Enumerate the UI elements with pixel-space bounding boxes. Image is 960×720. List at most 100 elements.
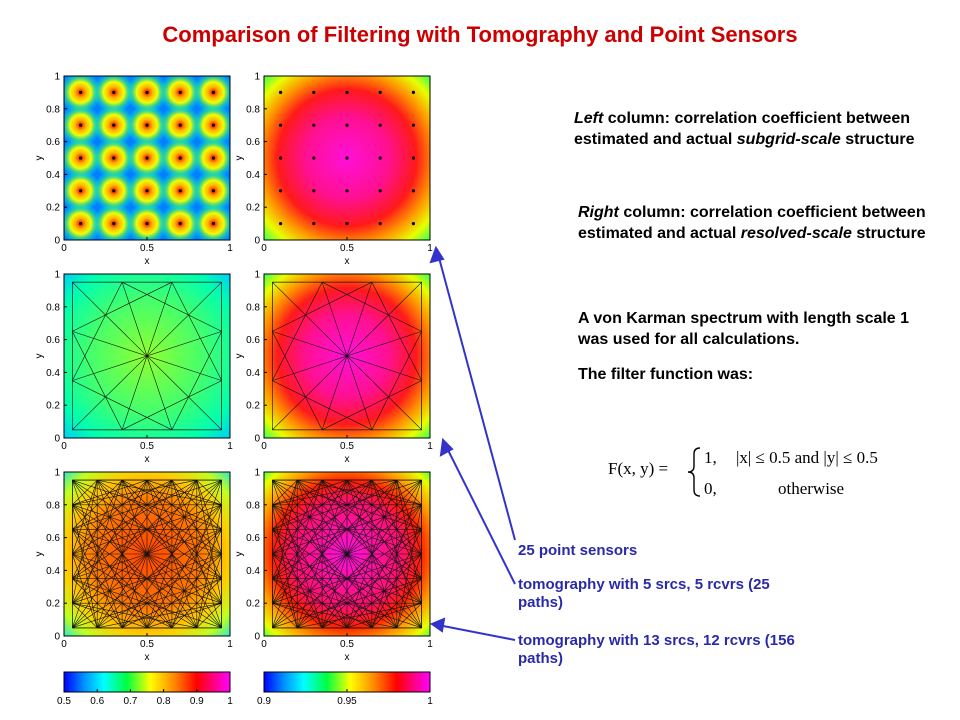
filter-intro: The filter function was: bbox=[578, 366, 754, 383]
sensor-blob bbox=[92, 202, 135, 240]
ray-path bbox=[72, 602, 197, 629]
right-em: Right bbox=[578, 204, 619, 221]
y-axis-label: y bbox=[34, 552, 45, 557]
ray-path bbox=[96, 479, 222, 604]
ray-path bbox=[272, 480, 348, 604]
sensor-blob bbox=[192, 104, 230, 147]
colorbar-tick-label: 0.7 bbox=[123, 696, 137, 707]
sensor-point bbox=[112, 189, 116, 193]
ray-path bbox=[72, 504, 198, 629]
right-text-1: column: correlation coefficient between … bbox=[578, 204, 926, 242]
y-tick-label: 0 bbox=[254, 434, 260, 445]
sensor-point bbox=[211, 189, 215, 193]
y-tick-label: 0.2 bbox=[46, 599, 60, 610]
x-tick-label: 0.5 bbox=[340, 639, 354, 650]
y-tick-label: 0.2 bbox=[46, 401, 60, 412]
legend-point-sensors: 25 point sensors bbox=[518, 542, 638, 559]
x-axis-label: x bbox=[145, 454, 150, 465]
sensor-point bbox=[345, 90, 349, 94]
right-column-note: Right column: correlation coefficient be… bbox=[578, 202, 938, 244]
y-tick-label: 0.6 bbox=[246, 335, 260, 346]
sensor-point bbox=[312, 156, 316, 160]
y-tick-label: 0.2 bbox=[246, 203, 260, 214]
sensor-blob bbox=[192, 137, 230, 179]
ray-path bbox=[272, 480, 298, 604]
y-tick-label: 0.8 bbox=[246, 500, 260, 511]
y-tick-label: 1 bbox=[54, 468, 60, 479]
sensor-point bbox=[378, 90, 382, 94]
formula-case2-value: 0, bbox=[704, 479, 717, 498]
ray-path bbox=[272, 553, 397, 629]
ray-path bbox=[72, 479, 198, 604]
von-karman-note: A von Karman spectrum with length scale … bbox=[578, 310, 910, 348]
ray-path bbox=[321, 281, 422, 332]
ray-path bbox=[272, 479, 373, 579]
ray-path bbox=[72, 553, 197, 629]
sensor-point bbox=[378, 222, 382, 226]
x-tick-label: 0 bbox=[61, 243, 67, 254]
panel-r2-left: 0 0.5 1 0 0.2 0.4 0.6 0.8 1 x y bbox=[34, 270, 233, 466]
arrow-point-sensors-head bbox=[429, 245, 445, 264]
ray-path bbox=[72, 479, 173, 579]
ray-path bbox=[72, 331, 222, 381]
sensor-blob bbox=[64, 76, 102, 114]
y-tick-label: 0.6 bbox=[246, 533, 260, 544]
sensor-point bbox=[145, 189, 149, 193]
sensor-point bbox=[79, 156, 83, 160]
sensor-point bbox=[279, 123, 283, 127]
ray-path bbox=[272, 479, 298, 506]
sensor-blob bbox=[159, 202, 202, 240]
ray-path bbox=[272, 480, 298, 555]
formula-lhs: F(x, y) = bbox=[608, 459, 668, 478]
colorbar-right: 0.9 0.95 1 bbox=[257, 671, 433, 707]
y-tick-label: 0.4 bbox=[246, 170, 260, 181]
ray-path bbox=[272, 602, 298, 629]
y-tick-label: 0 bbox=[54, 632, 60, 643]
sensor-point bbox=[178, 123, 182, 127]
panel-r1-right: 0 0.5 1 0 0.2 0.4 0.6 0.8 1 x y bbox=[234, 72, 433, 268]
sensor-point bbox=[145, 123, 149, 127]
ray-path bbox=[121, 380, 222, 431]
page-title: Comparison of Filtering with Tomography … bbox=[162, 22, 798, 47]
legend-tomo-156: tomography with 13 srcs, 12 rcvrs (156 p… bbox=[518, 632, 795, 667]
sensor-point bbox=[279, 222, 283, 226]
x-axis-label: x bbox=[345, 652, 350, 663]
colorbar-tick-label: 0.9 bbox=[257, 696, 271, 707]
sensor-point bbox=[145, 90, 149, 94]
colorbar-tick-label: 0.95 bbox=[337, 696, 357, 707]
sensor-point bbox=[345, 189, 349, 193]
ray-path bbox=[321, 380, 422, 431]
colorbar-tick-label: 1 bbox=[427, 696, 433, 707]
y-tick-label: 0.8 bbox=[246, 104, 260, 115]
sensor-point bbox=[211, 90, 215, 94]
ray-path bbox=[272, 602, 397, 629]
y-tick-label: 0.6 bbox=[46, 533, 60, 544]
x-axis-label: x bbox=[345, 256, 350, 267]
legend-arrows bbox=[429, 245, 516, 641]
panel-r1-left: 0 0.5 1 0 0.2 0.4 0.6 0.8 1 x y bbox=[34, 72, 233, 268]
sensor-point bbox=[211, 222, 215, 226]
ray-path bbox=[272, 553, 422, 604]
sensor-point bbox=[178, 222, 182, 226]
sensor-blob bbox=[192, 76, 230, 114]
sensor-point bbox=[79, 123, 83, 127]
sensor-point bbox=[312, 123, 316, 127]
filter-formula: F(x, y) = 1, |x| ≤ 0.5 and |y| ≤ 0.5 0, … bbox=[608, 447, 878, 498]
y-tick-label: 0.8 bbox=[46, 500, 60, 511]
left-text-1: column: correlation coefficient between … bbox=[574, 110, 911, 148]
left-em2: subgrid-scale bbox=[736, 131, 841, 148]
x-tick-label: 1 bbox=[427, 243, 433, 254]
ray-path bbox=[272, 504, 422, 604]
y-tick-label: 1 bbox=[54, 72, 60, 83]
x-axis-label: x bbox=[345, 454, 350, 465]
ray-path bbox=[371, 282, 422, 381]
right-text-2: structure bbox=[851, 225, 926, 242]
arrow-tomo-156 bbox=[437, 624, 516, 641]
sensor-point bbox=[411, 156, 415, 160]
ray-path bbox=[196, 479, 222, 506]
x-tick-label: 1 bbox=[227, 639, 233, 650]
colorbar-tick-label: 1 bbox=[227, 696, 233, 707]
panel-r3-left: 0 0.5 1 0 0.2 0.4 0.6 0.8 1 x y bbox=[34, 468, 233, 664]
sensor-blob bbox=[64, 104, 102, 147]
